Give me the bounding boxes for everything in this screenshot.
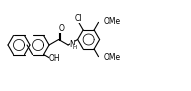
Text: H: H	[72, 45, 76, 50]
Text: Cl: Cl	[74, 14, 82, 23]
Text: O: O	[59, 24, 65, 33]
Text: OH: OH	[49, 54, 61, 63]
Text: N: N	[70, 40, 75, 49]
Text: OMe: OMe	[104, 17, 121, 26]
Text: OMe: OMe	[104, 53, 121, 62]
